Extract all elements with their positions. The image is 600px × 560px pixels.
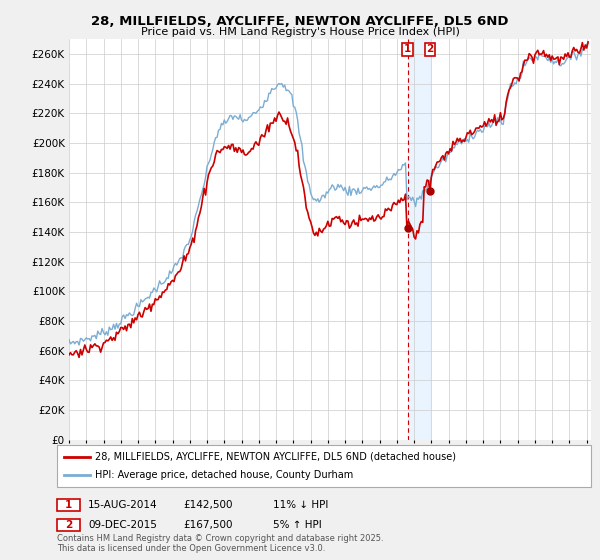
Text: HPI: Average price, detached house, County Durham: HPI: Average price, detached house, Coun… [95,470,353,480]
Text: £167,500: £167,500 [183,520,233,530]
Text: 1: 1 [65,500,72,510]
Text: 1: 1 [404,44,411,54]
Text: 15-AUG-2014: 15-AUG-2014 [88,500,158,510]
Text: 28, MILLFIELDS, AYCLIFFE, NEWTON AYCLIFFE, DL5 6ND: 28, MILLFIELDS, AYCLIFFE, NEWTON AYCLIFF… [91,15,509,28]
Text: Contains HM Land Registry data © Crown copyright and database right 2025.
This d: Contains HM Land Registry data © Crown c… [57,534,383,553]
Text: 11% ↓ HPI: 11% ↓ HPI [273,500,328,510]
Text: Price paid vs. HM Land Registry's House Price Index (HPI): Price paid vs. HM Land Registry's House … [140,27,460,37]
Text: 2: 2 [65,520,72,530]
Text: £142,500: £142,500 [183,500,233,510]
Text: 2: 2 [427,44,434,54]
Text: 28, MILLFIELDS, AYCLIFFE, NEWTON AYCLIFFE, DL5 6ND (detached house): 28, MILLFIELDS, AYCLIFFE, NEWTON AYCLIFF… [95,452,456,462]
Text: 5% ↑ HPI: 5% ↑ HPI [273,520,322,530]
Text: 09-DEC-2015: 09-DEC-2015 [88,520,157,530]
Bar [407,39,430,440]
